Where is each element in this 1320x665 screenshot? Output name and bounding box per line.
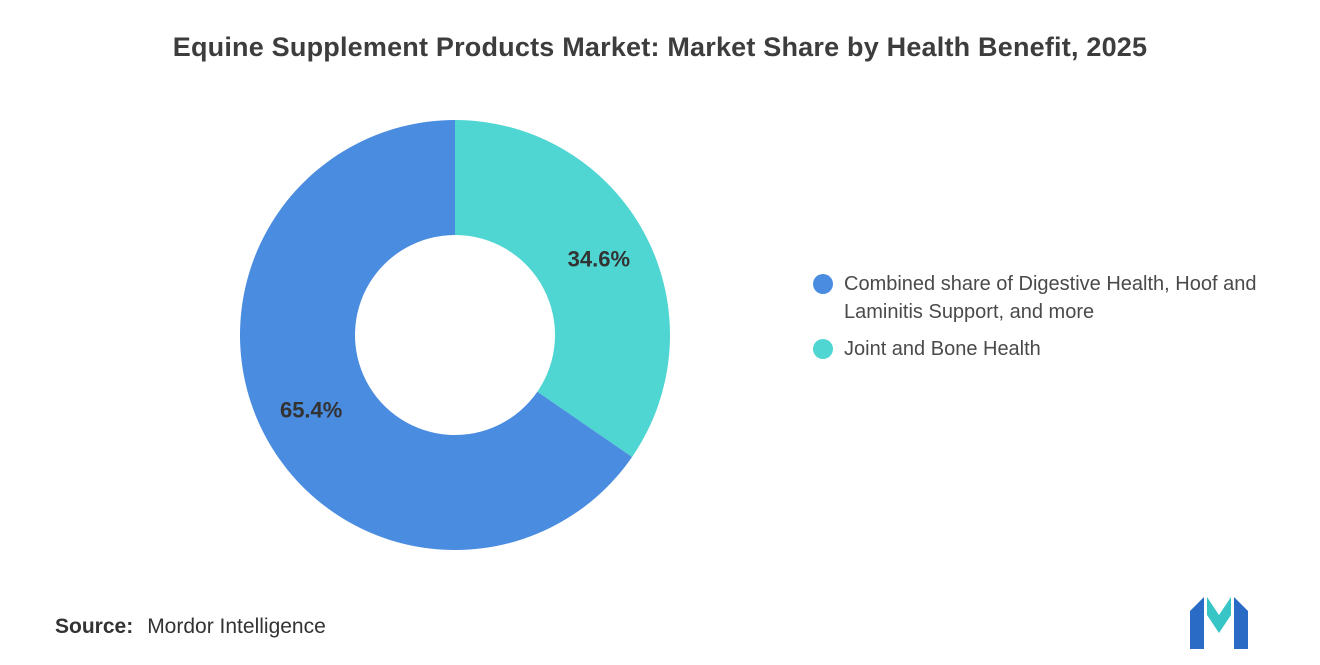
legend-marker [813, 274, 833, 294]
source-line: Source: Mordor Intelligence [55, 615, 326, 639]
donut-chart-container: 34.6% 65.4% [240, 120, 670, 550]
legend-item: Joint and Bone Health [813, 335, 1274, 363]
legend-label: Combined share of Digestive Health, Hoof… [844, 273, 1257, 323]
pie-slice [455, 120, 670, 457]
legend-label: Joint and Bone Health [844, 338, 1041, 360]
logo-middle-shape [1207, 597, 1231, 633]
slice-label: 65.4% [280, 398, 342, 423]
legend-marker [813, 339, 833, 359]
slice-label: 34.6% [568, 246, 630, 271]
chart-title: Equine Supplement Products Market: Marke… [172, 32, 1148, 62]
source-value: Mordor Intelligence [147, 615, 326, 638]
donut-chart: 34.6% 65.4% [240, 120, 670, 550]
legend: Combined share of Digestive Health, Hoof… [813, 270, 1274, 363]
mordor-intelligence-logo [1190, 597, 1248, 649]
logo-left-shape [1190, 597, 1204, 649]
pie-slice [240, 120, 633, 550]
legend-item: Combined share of Digestive Health, Hoof… [813, 270, 1274, 326]
logo-right-shape [1234, 597, 1248, 649]
source-label: Source: [55, 615, 134, 638]
